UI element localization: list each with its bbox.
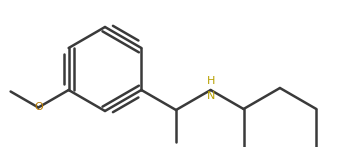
- Text: N: N: [207, 91, 215, 101]
- Text: O: O: [34, 102, 43, 112]
- Text: H: H: [207, 76, 215, 86]
